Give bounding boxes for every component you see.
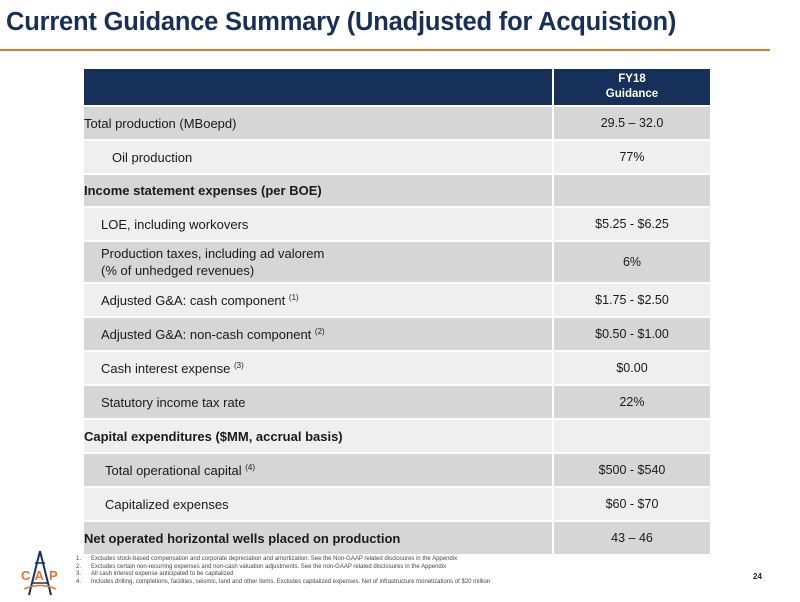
- row-value: $0.50 - $1.00: [552, 316, 712, 352]
- footnote-item: 3. All cash interest expense anticipated…: [76, 571, 716, 579]
- row-label-text: Adjusted G&A: non-cash component: [101, 326, 312, 342]
- footnote-text: Excludes certain non-recurring expenses …: [91, 563, 447, 570]
- row-label-text: Capital expenditures ($MM, accrual basis…: [84, 428, 343, 444]
- row-label: Adjusted G&A: cash component (1): [82, 282, 554, 318]
- table-row: Total production (MBoepd) 29.5 – 32.0: [82, 105, 712, 141]
- row-label-text-line2: (% of unhedged revenues): [101, 263, 255, 278]
- row-label-text: Capitalized expenses: [105, 496, 229, 512]
- row-label-text: Adjusted G&A: cash component: [101, 292, 286, 308]
- table-row: Adjusted G&A: cash component (1) $1.75 -…: [82, 282, 712, 318]
- footnote-ref: (1): [288, 292, 299, 302]
- table-row: Oil production 77%: [82, 139, 712, 175]
- header-line-2: Guidance: [605, 88, 659, 100]
- row-label-text: Statutory income tax rate: [101, 394, 246, 410]
- header-line-1: FY18: [618, 73, 646, 85]
- page-number: 24: [753, 572, 762, 581]
- row-label: Capitalized expenses: [82, 486, 554, 522]
- row-value: $0.00: [552, 350, 712, 386]
- row-value: 43 – 46: [552, 520, 712, 556]
- table-row: LOE, including workovers $5.25 - $6.25: [82, 206, 712, 242]
- table-section-row: Income statement expenses (per BOE): [82, 173, 712, 208]
- row-label: Net operated horizontal wells placed on …: [82, 520, 554, 556]
- row-label: Total production (MBoepd): [82, 105, 554, 141]
- footnote-number: 2.: [76, 563, 82, 570]
- row-label: Adjusted G&A: non-cash component (2): [82, 316, 554, 352]
- row-label-text: Income statement expenses (per BOE): [84, 183, 322, 198]
- page-title: Current Guidance Summary (Unadjusted for…: [6, 8, 677, 36]
- row-value: 6%: [552, 240, 712, 284]
- table-header-row: FY18 Guidance: [82, 67, 712, 107]
- svg-text:C: C: [21, 568, 31, 583]
- footnote-item: 2. Excludes certain non-recurring expens…: [76, 564, 716, 572]
- row-label-text: Cash interest expense: [101, 360, 231, 376]
- footnote-ref: (3): [233, 360, 244, 370]
- footnote-number: 4.: [76, 579, 82, 586]
- oil-derrick-logo-icon: C A P: [20, 549, 60, 597]
- table-row: Total operational capital (4) $500 - $54…: [82, 452, 712, 488]
- footnote-number: 1.: [76, 556, 82, 562]
- footnote-text: Excludes stock-based compensation and co…: [91, 556, 458, 562]
- row-value: $5.25 - $6.25: [552, 206, 712, 242]
- table-row: Adjusted G&A: non-cash component (2) $0.…: [82, 316, 712, 352]
- footnote-ref: (4): [245, 462, 255, 472]
- header-blank-cell: [82, 67, 554, 107]
- table-row: Cash interest expense (3) $0.00: [82, 350, 712, 386]
- row-label: Cash interest expense (3): [82, 350, 554, 386]
- row-label-text: Net operated horizontal wells placed on …: [84, 530, 401, 546]
- row-label-text: Production taxes, including ad valorem: [101, 246, 325, 261]
- row-value: 22%: [552, 384, 712, 420]
- row-label: Oil production: [82, 139, 554, 175]
- row-label-text: LOE, including workovers: [101, 216, 249, 232]
- row-label-text: Total operational capital: [105, 462, 242, 478]
- section-label: Income statement expenses (per BOE): [82, 173, 554, 208]
- row-value: 77%: [552, 139, 712, 175]
- row-value: $1.75 - $2.50: [552, 282, 712, 318]
- row-label-text: Oil production: [112, 149, 193, 165]
- row-value: [552, 173, 712, 208]
- row-value: 29.5 – 32.0: [552, 105, 712, 141]
- row-label: Total operational capital (4): [82, 452, 554, 488]
- footnote-item: 1. Excludes stock-based compensation and…: [76, 556, 716, 564]
- table-row: Production taxes, including ad valorem (…: [82, 240, 712, 284]
- title-divider: [0, 49, 770, 51]
- row-label: LOE, including workovers: [82, 206, 554, 242]
- svg-text:P: P: [49, 568, 58, 583]
- guidance-table: FY18 Guidance Total production (MBoepd) …: [82, 67, 712, 556]
- table-row: Net operated horizontal wells placed on …: [82, 520, 712, 556]
- row-label: Production taxes, including ad valorem (…: [82, 240, 554, 284]
- footnote-text: All cash interest expense anticipated to…: [91, 571, 234, 578]
- table-section-row: Capital expenditures ($MM, accrual basis…: [82, 418, 712, 454]
- footnote-ref: (2): [314, 326, 325, 336]
- footnote-number: 3.: [76, 571, 82, 578]
- row-label-text: Total production (MBoepd): [84, 115, 237, 131]
- footnotes: 1. Excludes stock-based compensation and…: [76, 556, 716, 587]
- logo-graphic: C A P: [21, 550, 58, 596]
- header-fy18-guidance: FY18 Guidance: [552, 67, 712, 107]
- svg-text:A: A: [35, 568, 45, 583]
- row-label: Statutory income tax rate: [82, 384, 554, 420]
- row-value: $500 - $540: [552, 452, 712, 488]
- row-value: $60 - $70: [552, 486, 712, 522]
- table-row: Statutory income tax rate 22%: [82, 384, 712, 420]
- table-row: Capitalized expenses $60 - $70: [82, 486, 712, 522]
- row-value: [552, 418, 712, 454]
- footnote-item: 4. Includes drilling, completions, facil…: [76, 579, 716, 587]
- footnote-text: Includes drilling, completions, faciliti…: [91, 579, 491, 586]
- section-label: Capital expenditures ($MM, accrual basis…: [82, 418, 554, 454]
